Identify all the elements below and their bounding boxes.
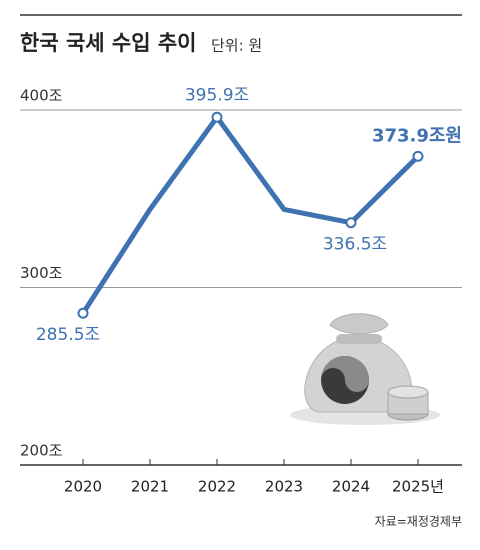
y-tick-label: 200조: [20, 442, 63, 460]
money-bag-icon: [290, 313, 440, 425]
x-tick-label: 2023: [265, 478, 303, 496]
data-point: [345, 217, 357, 229]
value-label: 285.5조: [36, 325, 100, 345]
chart-title: 한국 국세 수입 추이: [20, 31, 197, 55]
data-point: [412, 150, 424, 162]
x-tick-label: 2022: [198, 478, 236, 496]
data-point: [211, 111, 223, 123]
x-tick-label: 2020: [64, 478, 102, 496]
y-tick-label: 400조: [20, 87, 63, 105]
value-label: 395.9조: [185, 85, 249, 105]
data-line: [80, 114, 420, 315]
value-label: 336.5조: [323, 235, 387, 255]
x-tick-label: 2025년: [392, 478, 444, 496]
source: 자료=재정경제부: [375, 515, 462, 529]
data-point: [77, 307, 89, 319]
y-tick-label: 300조: [20, 264, 63, 282]
chart-subtitle: 단위: 원: [211, 37, 262, 55]
value-label: 373.9조원: [372, 125, 462, 146]
x-tick-label: 2024: [332, 478, 370, 496]
x-tick-label: 2021: [131, 478, 169, 496]
